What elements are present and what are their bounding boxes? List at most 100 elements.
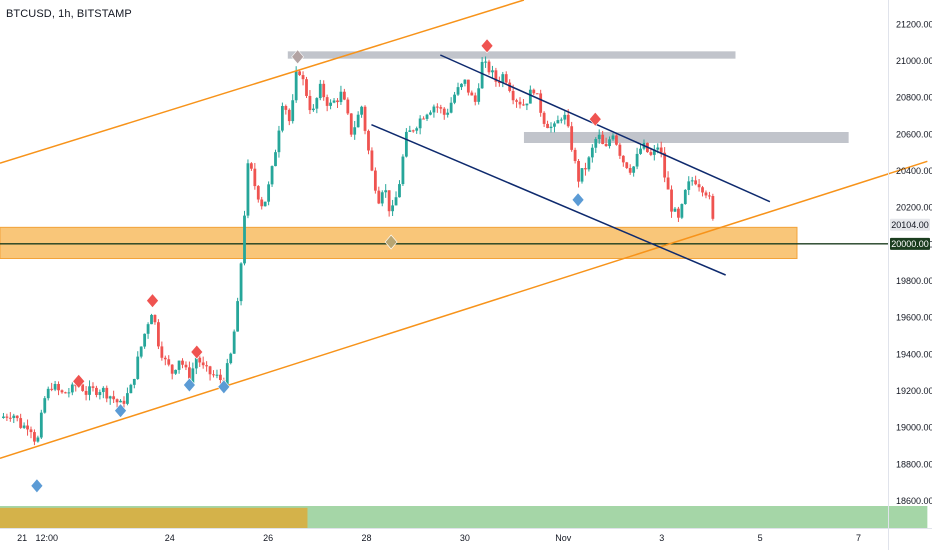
candle-body (181, 360, 184, 365)
candle-body (601, 134, 605, 145)
candle-body (701, 187, 704, 193)
x-tick-label: 3 (659, 533, 664, 543)
y-tick-label: 19600.00 (896, 313, 932, 323)
candle-body (339, 91, 343, 103)
candle-body (260, 199, 264, 207)
candle-body (146, 324, 150, 334)
support-zone (0, 226, 798, 259)
candle-body (435, 106, 439, 108)
candle-body (112, 396, 116, 400)
candle-body (539, 93, 543, 113)
candle-body (239, 263, 243, 302)
ascending-channel-lower-line (0, 160, 928, 460)
candle-body (384, 190, 388, 193)
candle-body (380, 192, 384, 204)
candle-body (453, 94, 456, 103)
background-bar-1 (0, 507, 308, 528)
pivot-low-diamond-icon (183, 377, 196, 393)
x-tick-label: Nov (555, 533, 572, 543)
candle-body (301, 75, 305, 80)
descending-channel-upper-line (440, 54, 771, 203)
candle-body (8, 417, 12, 419)
x-tick-label: 5 (758, 533, 763, 543)
candle-body (46, 388, 50, 399)
candle-body (418, 118, 422, 129)
candle-body (33, 432, 36, 442)
candle-body (639, 148, 642, 154)
candle-body (101, 387, 105, 393)
candle-body (415, 128, 419, 131)
candle-body (356, 114, 360, 128)
x-tick-label: 21 (17, 533, 27, 543)
candle-body (291, 100, 295, 122)
candle-body (246, 163, 250, 216)
candle-body (628, 168, 632, 173)
candle-body (504, 74, 508, 83)
zones-layer (0, 51, 888, 259)
candle-body (160, 346, 164, 358)
candle-body (308, 95, 312, 111)
candle-body (515, 100, 518, 102)
candle-body (611, 135, 615, 140)
candle-body (115, 399, 119, 403)
candle-body (19, 418, 23, 428)
candle-body (604, 144, 608, 147)
candle-body (315, 98, 319, 109)
candle-body (232, 331, 236, 354)
candle-body (336, 100, 339, 103)
y-tick-label: 19000.00 (896, 423, 932, 433)
candle-body (563, 114, 567, 120)
candle-body (201, 362, 205, 366)
candle-body (559, 119, 563, 121)
candle-body (649, 152, 653, 155)
y-tick-label: 20600.00 (896, 129, 932, 139)
candle-body (597, 134, 601, 140)
candle-body (318, 83, 322, 99)
candle-body (274, 152, 277, 167)
candle-body (64, 392, 67, 394)
candle-body (280, 106, 284, 131)
candle-body (590, 147, 594, 158)
pivot-high-diamond-icon (72, 373, 86, 389)
candle-body (425, 114, 429, 119)
candle-body (432, 106, 436, 113)
candle-body (5, 416, 9, 418)
candle-body (91, 386, 95, 388)
pivot-low-diamond-icon (571, 192, 585, 208)
candle-body (680, 204, 684, 218)
y-tick-label: 18600.00 (896, 496, 932, 506)
candle-body (404, 131, 408, 157)
y-tick-label: 19400.00 (896, 349, 932, 359)
candle-body (573, 149, 577, 161)
candle-body (439, 107, 443, 109)
candle-body (322, 83, 326, 98)
candle-body (456, 87, 460, 95)
candle-body (532, 89, 536, 94)
candle-body (466, 79, 470, 93)
candle-body (401, 156, 405, 185)
candle-body (442, 108, 446, 115)
candle-body (2, 416, 5, 418)
candle-body (305, 79, 308, 96)
candle-body (36, 437, 40, 442)
candle-body (349, 113, 353, 135)
candle-body (625, 162, 629, 169)
x-tick-label: 7 (856, 533, 861, 543)
candle-body (666, 177, 670, 190)
candle-body (473, 95, 477, 102)
pivot-high-diamond-icon (190, 344, 204, 360)
candle-body (618, 144, 622, 156)
candle-body (494, 70, 498, 82)
candle-body (594, 139, 598, 148)
candle-body (670, 189, 673, 212)
candle-body (697, 184, 701, 188)
candle-body (143, 333, 147, 347)
candle-body (377, 190, 381, 204)
candle-body (391, 205, 394, 212)
candle-body (256, 186, 260, 200)
candle-body (167, 359, 171, 365)
pivot-low-diamond-icon (217, 379, 231, 395)
